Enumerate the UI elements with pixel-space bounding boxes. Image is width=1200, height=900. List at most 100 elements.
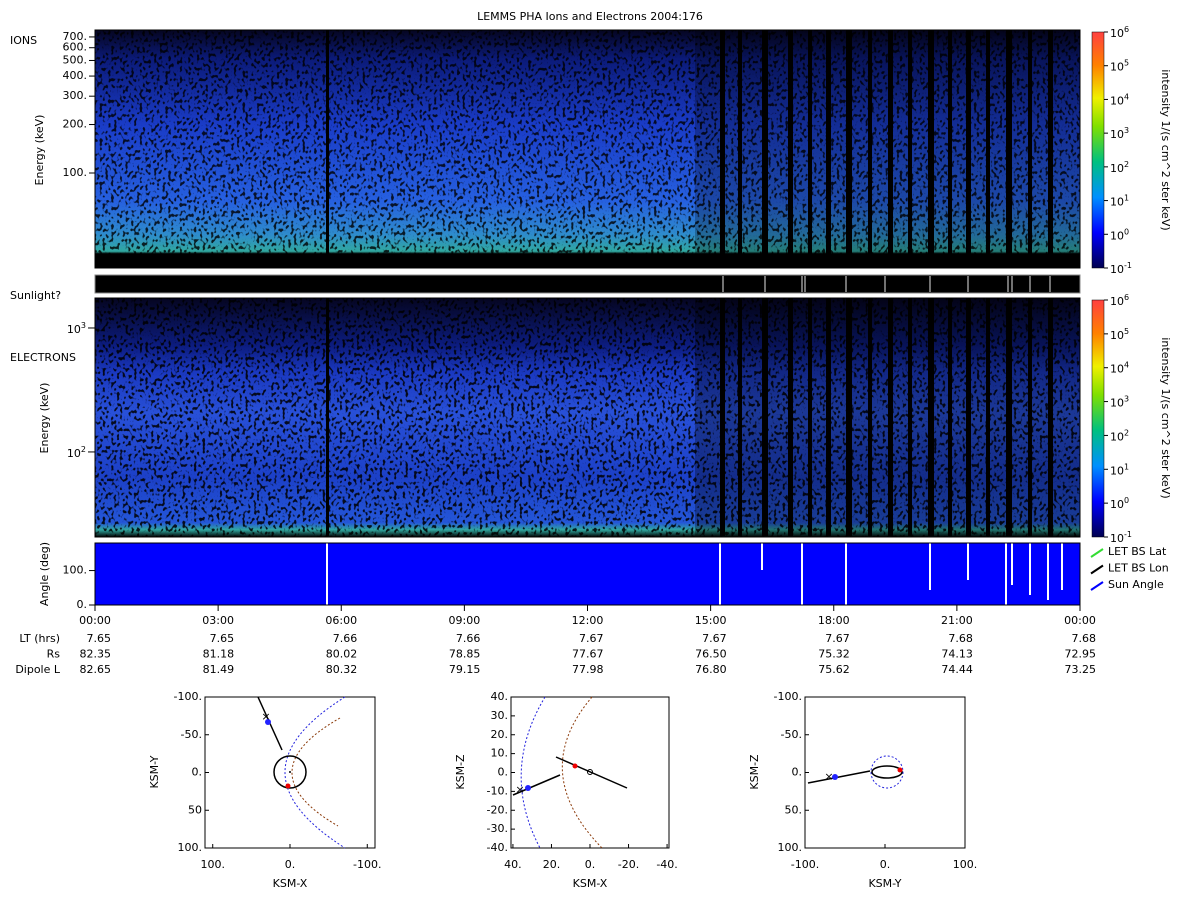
x-tick-label: 0. [880,858,891,871]
colorbar-tick-label-exp: 6 [1124,25,1129,34]
legend-label: LET BS Lon [1108,562,1169,575]
colorbar-tick-label: 10-1 [1110,530,1132,546]
colorbar-tick-label-exp: 6 [1124,293,1129,302]
x-tick-label: 00:00 [79,614,111,627]
ephemeris-value: 72.95 [1065,648,1097,661]
ephemeris-value: 78.85 [449,648,481,661]
y-tick-label: 103 [67,320,86,336]
panel-label: IONS [10,34,37,47]
y-tick-label-exp: 3 [81,320,86,329]
y-axis-label: Energy (keV) [38,383,51,454]
ephemeris-value: 80.32 [326,663,358,676]
x-tick-label: -100. [353,858,381,871]
x-tick-label: 100. [953,858,978,871]
legend-label: LET BS Lat [1108,545,1167,558]
y-tick-label: 600. [63,41,88,54]
colorbar-tick-label-exp: 5 [1124,58,1129,67]
colorbar-tick-label-base: 10 [1110,229,1124,242]
colorbar-tick-label-base: 10 [1110,363,1124,376]
ephemeris-value: 82.65 [80,663,112,676]
colorbar-tick-label: 101 [1110,193,1129,209]
colorbar-tick-label: 101 [1110,462,1129,478]
colorbar-tick-label-exp: 4 [1124,92,1129,101]
sunlight-bar [94,274,1081,294]
panel-label: ELECTRONS [10,351,76,364]
colorbar-tick-label-base: 10 [1110,196,1124,209]
y-tick-label: 400. [63,69,88,82]
y-tick-label: -10. [487,784,508,797]
title: LEMMS PHA Ions and Electrons 2004:176 [477,10,703,23]
ephemeris-value: 74.44 [941,663,973,676]
orbit-plot-xz: × [510,696,670,849]
ephemeris-value: 77.98 [572,663,604,676]
colorbar-tick-label-exp: -1 [1124,530,1132,539]
colorbar-tick-label-exp: 0 [1124,496,1129,505]
svg-text:×: × [824,770,833,783]
colorbar-tick-label: 105 [1110,326,1129,342]
ephemeris-value: 7.67 [825,632,850,645]
colorbar-tick-label-base: 10 [1110,295,1124,308]
colorbar-tick-label: 102 [1110,159,1129,175]
x-tick-label: 18:00 [818,614,850,627]
x-tick-label: 12:00 [572,614,604,627]
y-tick-label: 50. [785,803,803,816]
x-tick-label: 09:00 [449,614,481,627]
colorbar-tick-label: 100 [1110,496,1129,512]
y-tick-label: -50. [181,728,202,741]
colorbar-tick-label-base: 10 [1110,94,1124,107]
colorbar-tick-label-exp: 1 [1124,193,1129,202]
y-tick-label: 102 [67,444,86,460]
ephemeris-label: Dipole L [15,663,61,676]
y-tick-label: -100. [774,690,802,703]
colorbar-tick-label: 105 [1110,58,1129,74]
legend-swatch [1090,548,1104,558]
y-tick-label: 0. [192,766,203,779]
angle-panel [94,542,1081,606]
x-tick-label: 15:00 [695,614,727,627]
y-tick-label: 50 [188,803,202,816]
ephemeris-value: 81.49 [203,663,235,676]
x-tick-label: 0. [585,858,596,871]
y-tick-label: 500. [63,53,88,66]
x-tick-label: 03:00 [202,614,234,627]
colorbar-label: intensity 1/(s cm^2 ster keV) [1159,337,1172,498]
y-axis-label: KSM-Z [454,754,467,790]
y-tick-label: -30. [487,822,508,835]
x-axis-label: KSM-X [273,877,308,890]
colorbar-tick-label-base: 10 [1110,532,1124,545]
x-tick-label: -100. [791,858,819,871]
y-tick-label: -100. [174,690,202,703]
y-tick-label: 0. [77,598,88,611]
y-tick-label-base: 10 [67,323,81,336]
x-tick-label: 100. [200,858,225,871]
ephemeris-value: 7.68 [948,632,973,645]
y-tick-label: 30. [491,709,509,722]
colorbar-tick-label: 104 [1110,360,1129,376]
y-axis-label: Energy (keV) [33,115,46,186]
y-tick-label: 300. [63,89,88,102]
panel-label: Sunlight? [10,289,61,302]
colorbar-tick-label-base: 10 [1110,61,1124,74]
colorbar-tick-label: 100 [1110,227,1129,243]
ephemeris-label: LT (hrs) [19,632,60,645]
legend-swatch [1090,581,1104,591]
x-tick-label: -20. [618,858,639,871]
y-tick-label: 100. [778,841,803,854]
ephemeris-value: 73.25 [1065,663,1097,676]
colorbar [1091,31,1105,269]
colorbar-tick-label: 103 [1110,394,1129,410]
colorbar-tick-label: 103 [1110,126,1129,142]
y-axis-label: Angle (deg) [38,542,51,606]
legend-swatch [1090,564,1104,575]
colorbar-tick-label-exp: 2 [1124,428,1129,437]
svg-text:×: × [515,783,524,796]
y-axis-label: KSM-Y [148,755,161,788]
y-tick-label: 0. [498,766,509,779]
x-axis-label: KSM-Y [868,877,901,890]
colorbar-tick-label: 102 [1110,428,1129,444]
y-axis-label: KSM-Z [748,754,761,790]
x-tick-label: 20. [543,858,561,871]
y-tick-label: 100. [178,841,203,854]
y-tick-label: 0. [792,766,803,779]
